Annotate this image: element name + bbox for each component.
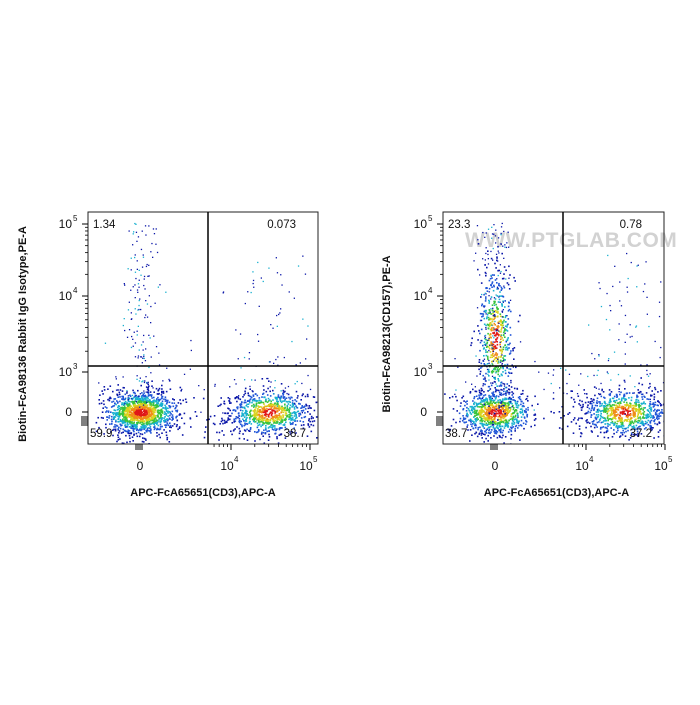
quadrant-lower-right-label: 38.7 <box>284 428 306 440</box>
x-tick-exponent: 5 <box>668 455 673 464</box>
x-tick-exponent: 4 <box>589 455 594 464</box>
y-tick-label: 10 <box>59 289 73 303</box>
quadrant-lower-left-label: 59.9 <box>90 428 112 440</box>
x-tick-label: 0 <box>137 459 144 473</box>
y-tick-exponent: 5 <box>73 214 78 223</box>
y-tick-exponent: 5 <box>428 214 433 223</box>
y-tick-label: 10 <box>59 217 73 231</box>
x-tick-label: 10 <box>299 459 313 473</box>
x-tick-label: 10 <box>220 459 234 473</box>
y-tick-label: 10 <box>414 217 428 231</box>
y-tick-label: 0 <box>65 405 72 419</box>
y-axis-label: Biotin-FcA98136 Rabbit IgG Isotype,PE-A <box>17 226 29 442</box>
y-tick-exponent: 4 <box>73 286 78 295</box>
x-tick-exponent: 4 <box>234 455 239 464</box>
y-tick-label: 0 <box>420 405 427 419</box>
watermark: WWW.PTGLAB.COM <box>465 229 677 252</box>
quadrant-upper-right-label: 0.78 <box>620 219 642 231</box>
x-tick-label: 10 <box>575 459 589 473</box>
y-axis-label: Biotin-FcA98213(CD157),PE-A <box>381 255 393 412</box>
x-axis-label: APC-FcA65651(CD3),APC-A <box>130 487 276 499</box>
y-tick-exponent: 4 <box>428 286 433 295</box>
x-tick-label: 0 <box>492 459 499 473</box>
y-tick-label: 10 <box>414 365 428 379</box>
x-tick-label: 10 <box>654 459 668 473</box>
quadrant-upper-left-label: 1.34 <box>93 219 116 231</box>
y-tick-exponent: 3 <box>73 362 78 371</box>
quadrant-upper-right-label: 0.073 <box>267 219 296 231</box>
x-tick-exponent: 5 <box>313 455 318 464</box>
quadrant-lower-right-label: 37.2 <box>630 428 652 440</box>
y-tick-exponent: 3 <box>428 362 433 371</box>
quadrant-upper-left-label: 23.3 <box>448 219 470 231</box>
x-axis-label: APC-FcA65651(CD3),APC-A <box>484 487 630 499</box>
quadrant-lower-left-label: 38.7 <box>445 428 467 440</box>
y-tick-label: 10 <box>59 365 73 379</box>
y-tick-label: 10 <box>414 289 428 303</box>
